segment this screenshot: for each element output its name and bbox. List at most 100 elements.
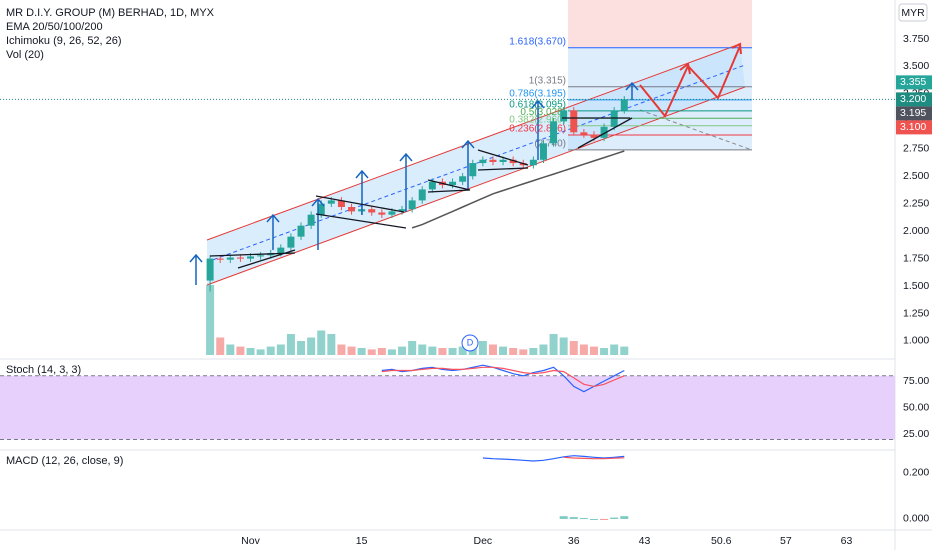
volume-bar (549, 334, 558, 355)
macd-histogram (559, 516, 568, 519)
y-tick-label: 0.200 (903, 467, 929, 479)
candle-body (459, 176, 467, 182)
y-tick-label: 3.750 (903, 33, 929, 45)
volume-bar (438, 348, 447, 355)
y-tick-label: 2.000 (903, 225, 929, 237)
volume-bar (337, 344, 346, 355)
indicator-label: Vol (20) (6, 49, 44, 61)
y-tick-label: 2.750 (903, 143, 929, 155)
channel-bottom (206, 86, 746, 286)
arrows-up (189, 81, 639, 285)
price-tag (896, 106, 932, 121)
y-tick-label: 1.000 (903, 335, 929, 347)
zigzag (639, 42, 742, 118)
price-tag-label: 3.195 (900, 107, 926, 119)
symbol-title: MR D.I.Y. GROUP (M) BERHAD, 1D, MYX (6, 7, 215, 19)
price-tag (896, 120, 932, 135)
candle-body (337, 200, 345, 207)
volume-bar (428, 346, 437, 355)
y-tick-label: 75.00 (903, 375, 929, 387)
y-tick-label: 25.00 (903, 428, 929, 440)
fib-label: 1.618(3.670) (509, 36, 566, 47)
candle-body (580, 132, 588, 135)
candle-body (398, 209, 406, 212)
candle-body (236, 257, 244, 259)
candle-body (550, 121, 558, 144)
y-tick-label: 1.750 (903, 252, 929, 264)
candle-body (600, 126, 608, 138)
x-tick-label: 63 (841, 535, 853, 547)
candle-body (408, 200, 416, 210)
indicator-label: Ichimoku (9, 26, 52, 26) (6, 35, 122, 47)
candle-body (317, 203, 325, 215)
volume-bar (579, 344, 588, 355)
candle-body (560, 110, 568, 122)
volume-bar (418, 344, 427, 355)
y-tick-label: 2.500 (903, 170, 929, 182)
fib-label: 1(3.315) (529, 75, 566, 86)
dividend-label[interactable]: D (467, 337, 474, 347)
stoch-title: Stoch (14, 3, 3) (6, 364, 81, 376)
y-tick-label: 50.00 (903, 401, 929, 413)
x-tick-label: Nov (241, 535, 260, 547)
macd-histogram (610, 517, 619, 519)
volume-bar (589, 346, 598, 355)
candle-body (307, 214, 315, 226)
y-tick-label: 2.250 (903, 197, 929, 209)
volume-bar (620, 346, 629, 355)
macd-histogram (620, 516, 629, 519)
volume-bar (347, 346, 356, 355)
volume-bar (317, 330, 326, 355)
y-tick-label: 1.250 (903, 307, 929, 319)
candle-body (226, 257, 234, 260)
candle-body (529, 159, 537, 166)
price-tag (896, 92, 932, 107)
volume-bar (559, 337, 568, 355)
macd-histogram (589, 518, 598, 520)
volume-bar (529, 348, 538, 355)
price-tag (896, 75, 932, 90)
candle-body (287, 236, 295, 248)
volume-bar (509, 348, 518, 355)
volume-bar (367, 349, 376, 355)
volume-bar (216, 337, 225, 355)
candle-body (277, 247, 285, 254)
ema-line (411, 150, 625, 229)
volume-bar (226, 344, 235, 355)
candle-body (257, 255, 265, 257)
x-tick-label: 15 (356, 535, 368, 547)
patterns (209, 117, 633, 269)
volume-bar (266, 346, 275, 355)
volume-bar (569, 341, 578, 355)
macd-line (563, 456, 625, 460)
fib-label: 0.5(3.028) (520, 107, 566, 118)
volume-bar (206, 285, 215, 355)
volume-bar (377, 348, 386, 355)
volume-bar (307, 337, 316, 355)
channel-top (206, 43, 741, 241)
candle-body (449, 181, 457, 186)
volume-bar (297, 341, 306, 355)
price-tag-label: 3.200 (900, 93, 926, 105)
volume-bar (357, 348, 366, 355)
fib-label: 0.786(3.195) (509, 89, 566, 100)
currency-button[interactable] (898, 3, 928, 22)
volume-bar (408, 341, 417, 355)
x-tick-label: 43 (639, 535, 651, 547)
candle-body (348, 206, 356, 212)
candle-body (499, 159, 507, 162)
candle-body (469, 163, 477, 177)
volume-bar (478, 341, 487, 355)
macd-histogram (569, 517, 578, 519)
channel-mid (206, 64, 746, 263)
x-tick-label: Dec (474, 535, 493, 547)
stoch-line (381, 366, 625, 388)
y-tick-label: 0.000 (903, 513, 929, 525)
currency[interactable]: MYR (901, 7, 925, 19)
drawings (189, 42, 742, 285)
dividend-marker[interactable] (461, 334, 479, 352)
macd-line (482, 455, 625, 462)
fib-zone-top (568, 0, 752, 47)
volume-bar (246, 348, 255, 355)
